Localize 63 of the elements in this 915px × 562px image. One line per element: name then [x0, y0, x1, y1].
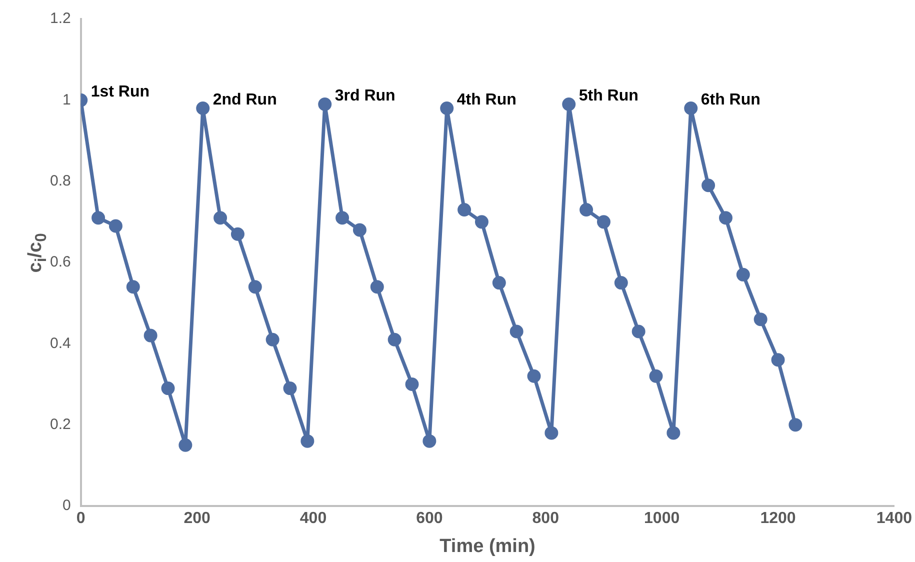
point [544, 426, 558, 440]
y-tick-label: 0.4 [50, 334, 71, 352]
y-tick-label: 0 [62, 497, 71, 514]
point [702, 178, 716, 192]
point [300, 434, 314, 448]
point [492, 276, 506, 290]
point [370, 280, 384, 294]
point [196, 102, 210, 116]
point [527, 369, 541, 383]
annotation: 1st Run [90, 84, 150, 101]
point [126, 280, 140, 294]
point [510, 324, 524, 338]
x-tick-label: 0 [76, 510, 86, 528]
x-tick-label: 200 [184, 510, 210, 528]
point [318, 97, 332, 111]
point [666, 426, 680, 440]
point [596, 215, 610, 229]
point [422, 434, 436, 448]
x-tick-label: 600 [416, 510, 443, 528]
annotation: 5th Run [578, 88, 638, 105]
point [614, 276, 628, 290]
point [214, 211, 228, 225]
annotation: 4th Run [456, 92, 516, 109]
y-tick-label: 0.8 [50, 172, 71, 190]
point [388, 332, 402, 346]
point [788, 418, 802, 432]
point [474, 215, 488, 229]
point [562, 97, 576, 111]
point [736, 268, 750, 282]
point [718, 211, 732, 225]
point [108, 219, 122, 233]
point [248, 280, 262, 294]
x-tick-label: 1000 [644, 510, 680, 528]
point [336, 211, 350, 225]
y-tick-label: 1.2 [50, 10, 71, 28]
point [352, 223, 366, 237]
point [92, 211, 106, 225]
point [649, 369, 663, 383]
annotation: 3rd Run [334, 88, 396, 105]
y-tick-label: 1 [62, 91, 71, 108]
point [266, 332, 280, 346]
x-tick-label: 1200 [760, 510, 796, 528]
point [405, 378, 419, 391]
x-tick-label: 800 [532, 510, 560, 528]
y-tick-label: 0.6 [50, 254, 71, 271]
point [632, 324, 646, 338]
point [684, 102, 698, 116]
x-tick-label: 400 [300, 510, 327, 528]
point [161, 382, 175, 396]
point [771, 353, 785, 367]
x-tick-label: 1400 [876, 510, 912, 528]
point [440, 102, 454, 116]
point [580, 202, 594, 216]
point [754, 312, 768, 326]
annotation: 6th Run [700, 92, 760, 109]
y-tick-label: 0.2 [50, 416, 71, 433]
annotation: 2nd Run [212, 92, 277, 109]
point [144, 328, 158, 342]
x-axis-title: Time (min) [440, 536, 536, 557]
point [178, 438, 192, 452]
point [458, 202, 472, 216]
point [283, 382, 297, 396]
point [230, 227, 244, 241]
